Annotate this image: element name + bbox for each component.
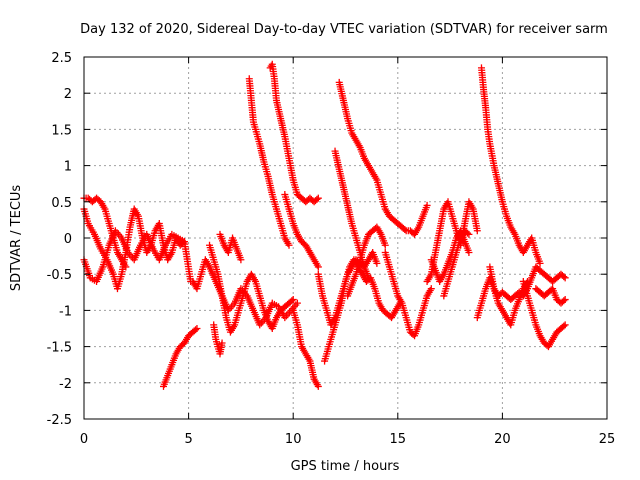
- series-track-7: [210, 321, 226, 358]
- data-point: [365, 274, 373, 282]
- data-point: [561, 296, 569, 304]
- chart-title: Day 132 of 2020, Sidereal Day-to-day VTE…: [80, 22, 608, 37]
- data-point: [179, 239, 187, 247]
- series-track-10: [266, 60, 322, 206]
- y-axis-label: SDTVAR / TECUs: [9, 185, 24, 292]
- data-point: [373, 259, 381, 267]
- data-point: [381, 241, 389, 249]
- y-tick-label: -2: [59, 377, 72, 392]
- y-tick-label: 0: [64, 232, 72, 247]
- series-track-11: [281, 191, 322, 271]
- data-point: [314, 194, 322, 202]
- x-tick-label: 25: [599, 432, 616, 447]
- y-tick-label: -2.5: [47, 413, 72, 428]
- series-track-26: [532, 285, 569, 307]
- x-axis-label: GPS time / hours: [291, 459, 400, 474]
- x-tick-label: 20: [494, 432, 511, 447]
- series-track-5: [189, 256, 301, 329]
- data-point: [193, 325, 201, 332]
- data-point: [464, 229, 472, 237]
- data-point: [313, 195, 321, 203]
- data-point: [536, 259, 544, 267]
- data-point: [423, 201, 431, 209]
- data-point: [561, 321, 569, 329]
- series-track-17: [344, 223, 389, 300]
- data-point: [560, 273, 568, 281]
- y-tick-label: 1: [64, 160, 72, 175]
- data-point: [561, 274, 569, 282]
- data-point: [180, 238, 188, 246]
- series-track-2: [80, 205, 188, 293]
- data-point: [289, 296, 297, 304]
- data-point: [122, 263, 130, 271]
- data-point: [473, 227, 481, 235]
- x-tick-label: 5: [184, 432, 192, 447]
- data-point: [314, 263, 322, 271]
- y-tick-label: 2: [64, 87, 72, 102]
- data-point: [192, 326, 200, 334]
- series-track-18: [381, 248, 435, 340]
- data-point: [401, 226, 409, 234]
- data-point: [465, 230, 473, 238]
- series-track-3: [80, 194, 130, 271]
- series-track-12: [289, 306, 322, 390]
- data-point: [427, 285, 435, 293]
- data-point: [285, 241, 293, 249]
- series-track-22: [477, 64, 544, 267]
- x-tick-label: 10: [285, 432, 302, 447]
- data-point: [218, 339, 226, 347]
- series-track-8: [216, 230, 245, 264]
- x-tick-label: 15: [390, 432, 407, 447]
- series-track-25: [519, 277, 569, 351]
- data-series: [80, 60, 569, 390]
- data-point: [560, 297, 568, 305]
- series-track-21: [440, 227, 473, 300]
- series-track-9: [245, 75, 293, 249]
- data-point: [314, 382, 322, 390]
- data-point: [560, 322, 568, 330]
- y-tick-label: 0.5: [51, 196, 72, 211]
- y-tick-label: 1.5: [51, 123, 72, 138]
- y-tick-label: -0.5: [47, 268, 72, 283]
- data-point: [237, 256, 245, 264]
- data-point: [465, 248, 473, 256]
- x-tick-label: 0: [80, 432, 88, 447]
- data-point: [288, 297, 296, 305]
- series-track-14: [314, 248, 381, 329]
- y-tick-label: 2.5: [51, 51, 72, 66]
- data-point: [293, 299, 301, 307]
- y-tick-label: -1: [59, 304, 72, 319]
- axis-ticks: 0 5 10 15 20 25 2.5 2 1.5 1 0.5 0 -0.5 -1 -1.5 -2 -2.5: [47, 51, 616, 447]
- series-track-4: [159, 325, 201, 390]
- y-tick-label: -1.5: [47, 341, 72, 356]
- series-track-6: [206, 241, 297, 336]
- series-track-16: [335, 78, 431, 238]
